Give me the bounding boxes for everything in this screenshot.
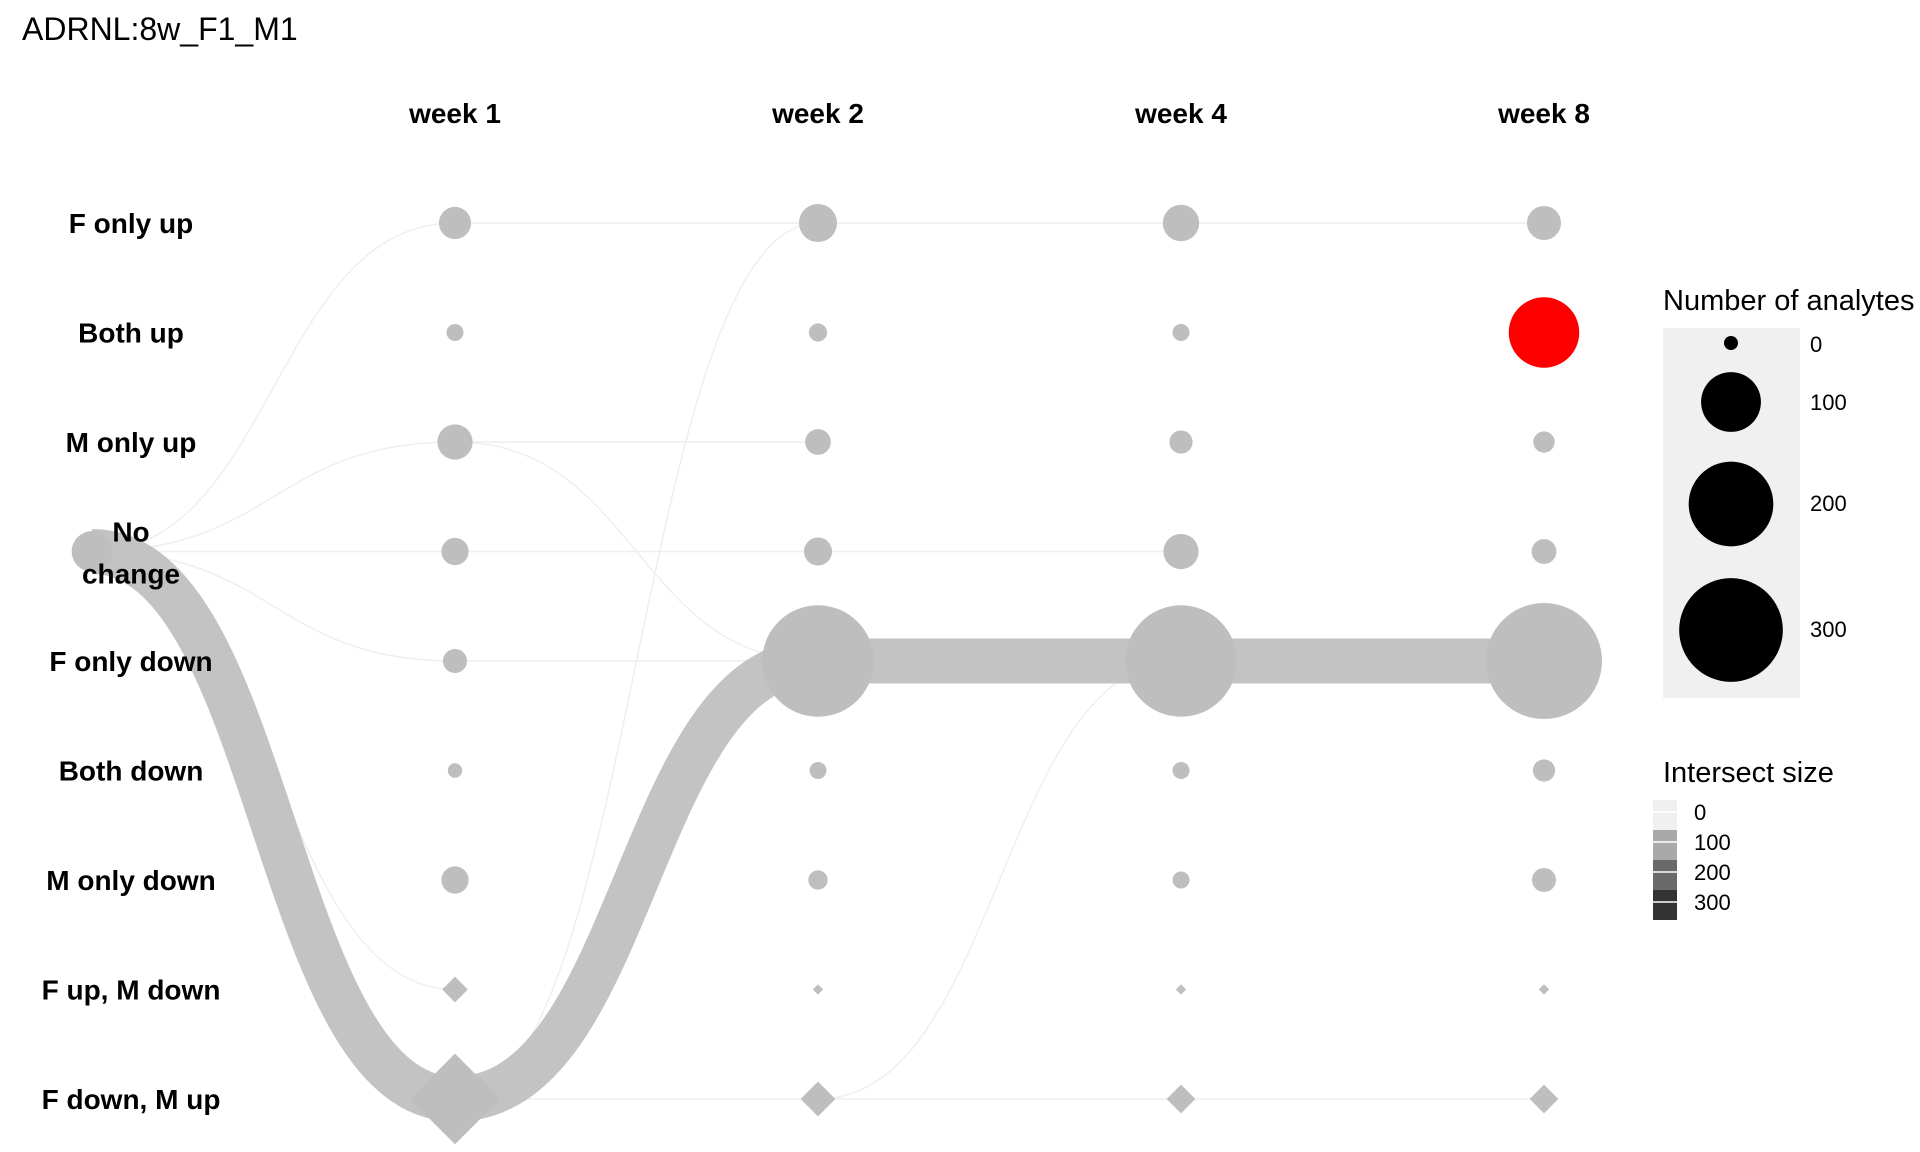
node-origin-no-change: [71, 531, 113, 572]
row-label-f-only-up: F only up: [69, 208, 193, 239]
node-week-4-f-up-m-down: [1175, 984, 1187, 995]
node-week-8-f-only-up: [1526, 205, 1562, 241]
node-week-1-f-down-m-up: [409, 1053, 501, 1145]
node-week-4-m-only-up: [1169, 430, 1193, 454]
row-label-m-only-down: M only down: [46, 865, 216, 896]
column-label-week-1: week 1: [408, 98, 501, 129]
node-week-2-m-only-up: [805, 429, 831, 455]
legend-analytes-key-300: [1679, 578, 1783, 682]
row-label-both-down: Both down: [59, 756, 204, 787]
legend-intersect-label-100: 100: [1694, 830, 1731, 855]
legend-analytes-label-200: 200: [1810, 491, 1847, 516]
node-week-8-m-only-up: [1533, 431, 1555, 453]
node-week-1-m-only-down: [441, 866, 469, 894]
node-week-1-both-down: [447, 763, 463, 778]
row-label-f-down-m-up: F down, M up: [42, 1084, 221, 1115]
node-week-4-f-only-up: [1162, 204, 1200, 242]
legend-analytes-label-0: 0: [1810, 332, 1822, 357]
row-label-m-only-up: M only up: [66, 427, 197, 458]
node-week-4-f-down-m-up: [1166, 1084, 1196, 1114]
legend-intersect-label-300: 300: [1694, 890, 1731, 915]
legend-analytes-key-0: [1724, 336, 1738, 350]
column-labels: week 1 week 2 week 4 week 8: [408, 98, 1590, 129]
node-week-1-f-up-m-down: [442, 976, 468, 1003]
node-week-2-f-only-up: [798, 203, 838, 243]
legend-analytes-label-100: 100: [1810, 390, 1847, 415]
node-week-1-f-only-up: [438, 206, 472, 240]
chart-title: ADRNL:8w_F1_M1: [22, 11, 298, 47]
legend-number-of-analytes: Number of analytes 0 100 200 300: [1663, 285, 1914, 698]
node-layer: [71, 203, 1602, 1145]
legend-intersect-title: Intersect size: [1663, 757, 1834, 789]
node-week-4-no-change: [1163, 533, 1199, 570]
legend-intersect-swatch-200: [1653, 860, 1677, 890]
flow-week-1-f-down-m-up-to-week-2-f-only-down: [453, 638, 820, 1122]
node-week-8-no-change: [1531, 539, 1557, 564]
node-week-2-f-down-m-up: [800, 1081, 836, 1117]
column-label-week-4: week 4: [1134, 98, 1227, 129]
node-week-2-no-change: [803, 537, 833, 566]
node-week-2-both-down: [809, 761, 827, 780]
node-week-2-f-only-down: [762, 605, 874, 717]
node-week-4-m-only-down: [1172, 871, 1190, 889]
node-week-1-m-only-up: [437, 424, 473, 460]
node-week-8-f-only-down: [1486, 603, 1602, 719]
legend-intersect-swatch-300: [1653, 890, 1677, 920]
node-week-1-both-up: [446, 323, 464, 342]
node-week-8-both-up: [1508, 297, 1580, 368]
node-week-8-m-only-down: [1531, 867, 1557, 893]
row-label-f-up-m-down: F up, M down: [42, 975, 221, 1006]
node-week-8-f-down-m-up: [1529, 1084, 1559, 1114]
node-week-4-both-down: [1172, 761, 1190, 780]
legend-intersect-swatch-100: [1653, 830, 1677, 860]
node-week-8-f-up-m-down: [1538, 984, 1550, 995]
legend-analytes-key-100: [1701, 372, 1761, 432]
legend-intersect-label-200: 200: [1694, 860, 1731, 885]
row-label-both-up: Both up: [78, 318, 184, 349]
legend-intersect-swatch-0: [1653, 800, 1677, 830]
node-week-4-f-only-down: [1125, 605, 1237, 717]
flow-origin-no-change-to-week-1-f-only-up: [91, 222, 456, 553]
flow-layer: [90, 222, 1544, 1122]
flow-origin-no-change-to-week-1-m-only-up: [91, 441, 456, 553]
node-week-1-no-change: [441, 537, 469, 566]
flow-week-2-f-down-m-up-to-week-4-f-only-down: [817, 660, 1182, 1100]
legend-analytes-title: Number of analytes: [1663, 285, 1914, 317]
node-week-2-both-up: [808, 323, 828, 342]
node-week-2-m-only-down: [808, 870, 828, 890]
row-label-f-only-down: F only down: [49, 646, 212, 677]
legend-analytes-label-300: 300: [1810, 617, 1847, 642]
legend-analytes-key-200: [1688, 461, 1774, 547]
node-week-4-both-up: [1172, 323, 1190, 342]
row-labels: F only up Both up M only up No change F only …: [42, 208, 221, 1115]
legend-intersect-size: Intersect size 0 100 200 300: [1653, 757, 1834, 920]
node-week-1-f-only-down: [442, 648, 468, 674]
flow-origin-no-change-to-week-1-f-down-m-up: [90, 529, 457, 1122]
column-label-week-8: week 8: [1497, 98, 1590, 129]
column-label-week-2: week 2: [771, 98, 864, 129]
row-label-no-change: No change: [82, 517, 180, 590]
node-week-2-f-up-m-down: [812, 984, 824, 995]
legend-intersect-label-0: 0: [1694, 800, 1706, 825]
node-week-8-both-down: [1532, 759, 1556, 782]
